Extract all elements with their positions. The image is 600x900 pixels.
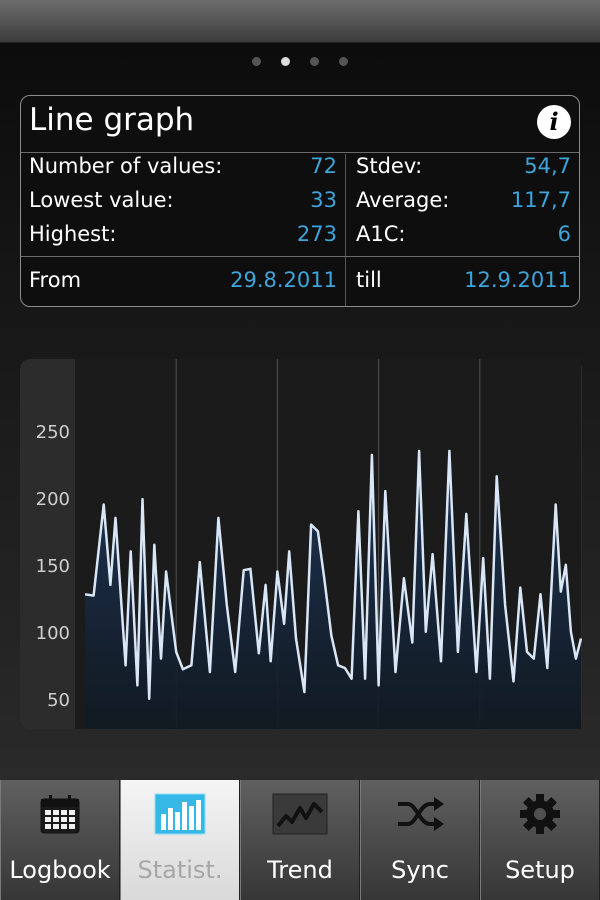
- stat-label: Highest:: [29, 222, 117, 246]
- series-area: [85, 450, 581, 729]
- bar-chart-icon: [154, 793, 206, 835]
- date-range-till: till 12.9.2011: [356, 268, 571, 298]
- stat-value: 54,7: [524, 154, 571, 178]
- stat-row-highest: Highest: 273: [29, 222, 337, 252]
- stat-value: 72: [310, 154, 337, 178]
- tab-label: Trend: [267, 856, 333, 884]
- stat-label: Lowest value:: [29, 188, 174, 212]
- stat-row-number-of-values: Number of values: 72: [29, 154, 337, 184]
- y-tick-label: 100: [36, 623, 70, 644]
- shuffle-icon: [398, 797, 444, 831]
- page-indicator-dot-1[interactable]: [252, 57, 261, 66]
- bottom-tab-bar: Logbook Statist. Trend Sync: [0, 780, 600, 900]
- stat-value: 273: [296, 222, 337, 246]
- y-tick-label: 150: [36, 556, 70, 577]
- stat-label: A1C:: [356, 222, 406, 246]
- tab-label: Logbook: [9, 856, 111, 884]
- stat-label: Stdev:: [356, 154, 423, 178]
- tab-trend[interactable]: Trend: [240, 780, 360, 900]
- tab-logbook[interactable]: Logbook: [0, 780, 120, 900]
- tab-setup[interactable]: Setup: [480, 780, 600, 900]
- stat-row-stdev: Stdev: 54,7: [356, 154, 571, 184]
- stat-row-lowest-value: Lowest value: 33: [29, 188, 337, 218]
- till-date[interactable]: 12.9.2011: [464, 268, 571, 292]
- trend-line-icon: [272, 793, 328, 835]
- from-label: From: [29, 268, 82, 292]
- gear-icon: [520, 794, 560, 834]
- stat-value: 117,7: [510, 188, 571, 212]
- stat-label: Average:: [356, 188, 450, 212]
- page-indicator-dot-2[interactable]: [281, 57, 290, 66]
- stat-value: 6: [557, 222, 571, 246]
- stat-row-average: Average: 117,7: [356, 188, 571, 218]
- statistics-page: Line graph i Number of values: 72 Lowest…: [0, 43, 600, 780]
- line-graph: 2502001501005029.8.20111.9.20114.9.20117…: [36, 359, 582, 729]
- top-bar: [0, 0, 600, 43]
- calendar-icon: [40, 795, 80, 834]
- from-date[interactable]: 29.8.2011: [230, 268, 337, 292]
- page-indicator-dot-3[interactable]: [310, 57, 319, 66]
- page-indicator: [0, 51, 600, 66]
- y-tick-label: 200: [36, 489, 70, 510]
- page-indicator-dot-4[interactable]: [339, 57, 348, 66]
- y-tick-label: 250: [36, 422, 70, 443]
- y-tick-label: 50: [47, 690, 70, 711]
- tab-statistics[interactable]: Statist.: [120, 780, 240, 900]
- info-icon[interactable]: i: [537, 105, 571, 139]
- card-title: Line graph: [29, 102, 195, 138]
- series-line: [84, 449, 582, 701]
- statistics-summary-card: Line graph i Number of values: 72 Lowest…: [20, 95, 580, 307]
- line-graph-panel[interactable]: 2502001501005029.8.20111.9.20114.9.20117…: [20, 359, 582, 729]
- tab-label: Statist.: [137, 856, 223, 884]
- divider: [21, 256, 579, 257]
- date-range-from: From 29.8.2011: [29, 268, 337, 298]
- tab-label: Sync: [391, 856, 449, 884]
- stat-label: Number of values:: [29, 154, 223, 178]
- divider: [345, 154, 346, 306]
- stat-row-a1c: A1C: 6: [356, 222, 571, 252]
- till-label: till: [356, 268, 382, 292]
- tab-label: Setup: [505, 856, 575, 884]
- stat-value: 33: [310, 188, 337, 212]
- divider: [21, 152, 579, 153]
- tab-sync[interactable]: Sync: [360, 780, 480, 900]
